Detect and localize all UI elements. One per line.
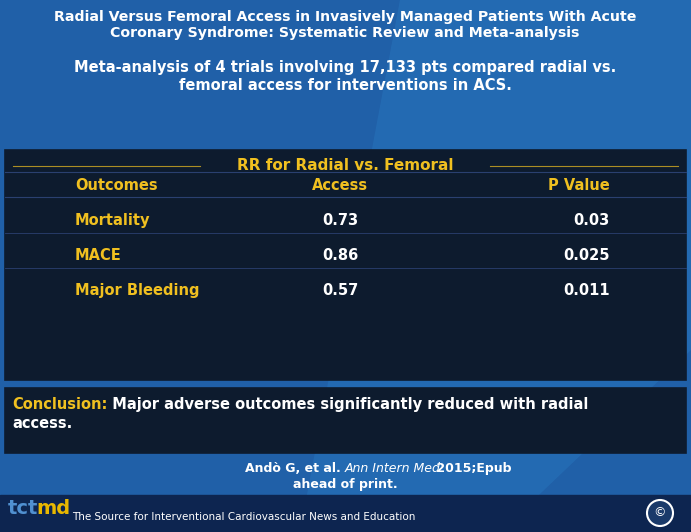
Text: 0.025: 0.025 — [563, 248, 610, 263]
Text: 0.86: 0.86 — [322, 248, 358, 263]
Text: Andò G, et al.: Andò G, et al. — [245, 462, 345, 475]
Text: 2015;Epub: 2015;Epub — [432, 462, 511, 475]
Text: Mortality: Mortality — [75, 213, 151, 228]
Text: RR for Radial vs. Femoral: RR for Radial vs. Femoral — [237, 158, 453, 173]
Text: tct: tct — [8, 499, 39, 518]
Text: femoral access for interventions in ACS.: femoral access for interventions in ACS. — [178, 78, 511, 93]
Text: 0.73: 0.73 — [322, 213, 358, 228]
Text: 0.03: 0.03 — [574, 213, 610, 228]
Bar — [5, 150, 686, 380]
Text: md: md — [36, 499, 70, 518]
Text: MACE: MACE — [75, 248, 122, 263]
Circle shape — [647, 500, 673, 526]
Text: Radial Versus Femoral Access in Invasively Managed Patients With Acute: Radial Versus Femoral Access in Invasive… — [54, 10, 636, 24]
Text: 0.011: 0.011 — [563, 283, 610, 298]
Text: Outcomes: Outcomes — [75, 178, 158, 193]
Text: Ann Intern Med.: Ann Intern Med. — [345, 462, 445, 475]
Text: The Source for Interventional Cardiovascular News and Education: The Source for Interventional Cardiovasc… — [72, 512, 415, 522]
Text: Major Bleeding: Major Bleeding — [75, 283, 200, 298]
Text: Meta-analysis of 4 trials involving 17,133 pts compared radial vs.: Meta-analysis of 4 trials involving 17,1… — [74, 60, 616, 75]
Polygon shape — [300, 0, 691, 532]
Text: Coronary Syndrome: Systematic Review and Meta-analysis: Coronary Syndrome: Systematic Review and… — [111, 26, 580, 40]
Text: access.: access. — [12, 416, 73, 431]
Text: Access: Access — [312, 178, 368, 193]
Text: P Value: P Value — [548, 178, 610, 193]
Text: Major adverse outcomes significantly reduced with radial: Major adverse outcomes significantly red… — [102, 397, 588, 412]
Text: ©: © — [654, 506, 666, 520]
Text: ahead of print.: ahead of print. — [293, 478, 397, 491]
Bar — [0, 495, 691, 532]
Bar — [5, 388, 686, 453]
Text: 0.57: 0.57 — [322, 283, 358, 298]
Text: Conclusion:: Conclusion: — [12, 397, 107, 412]
